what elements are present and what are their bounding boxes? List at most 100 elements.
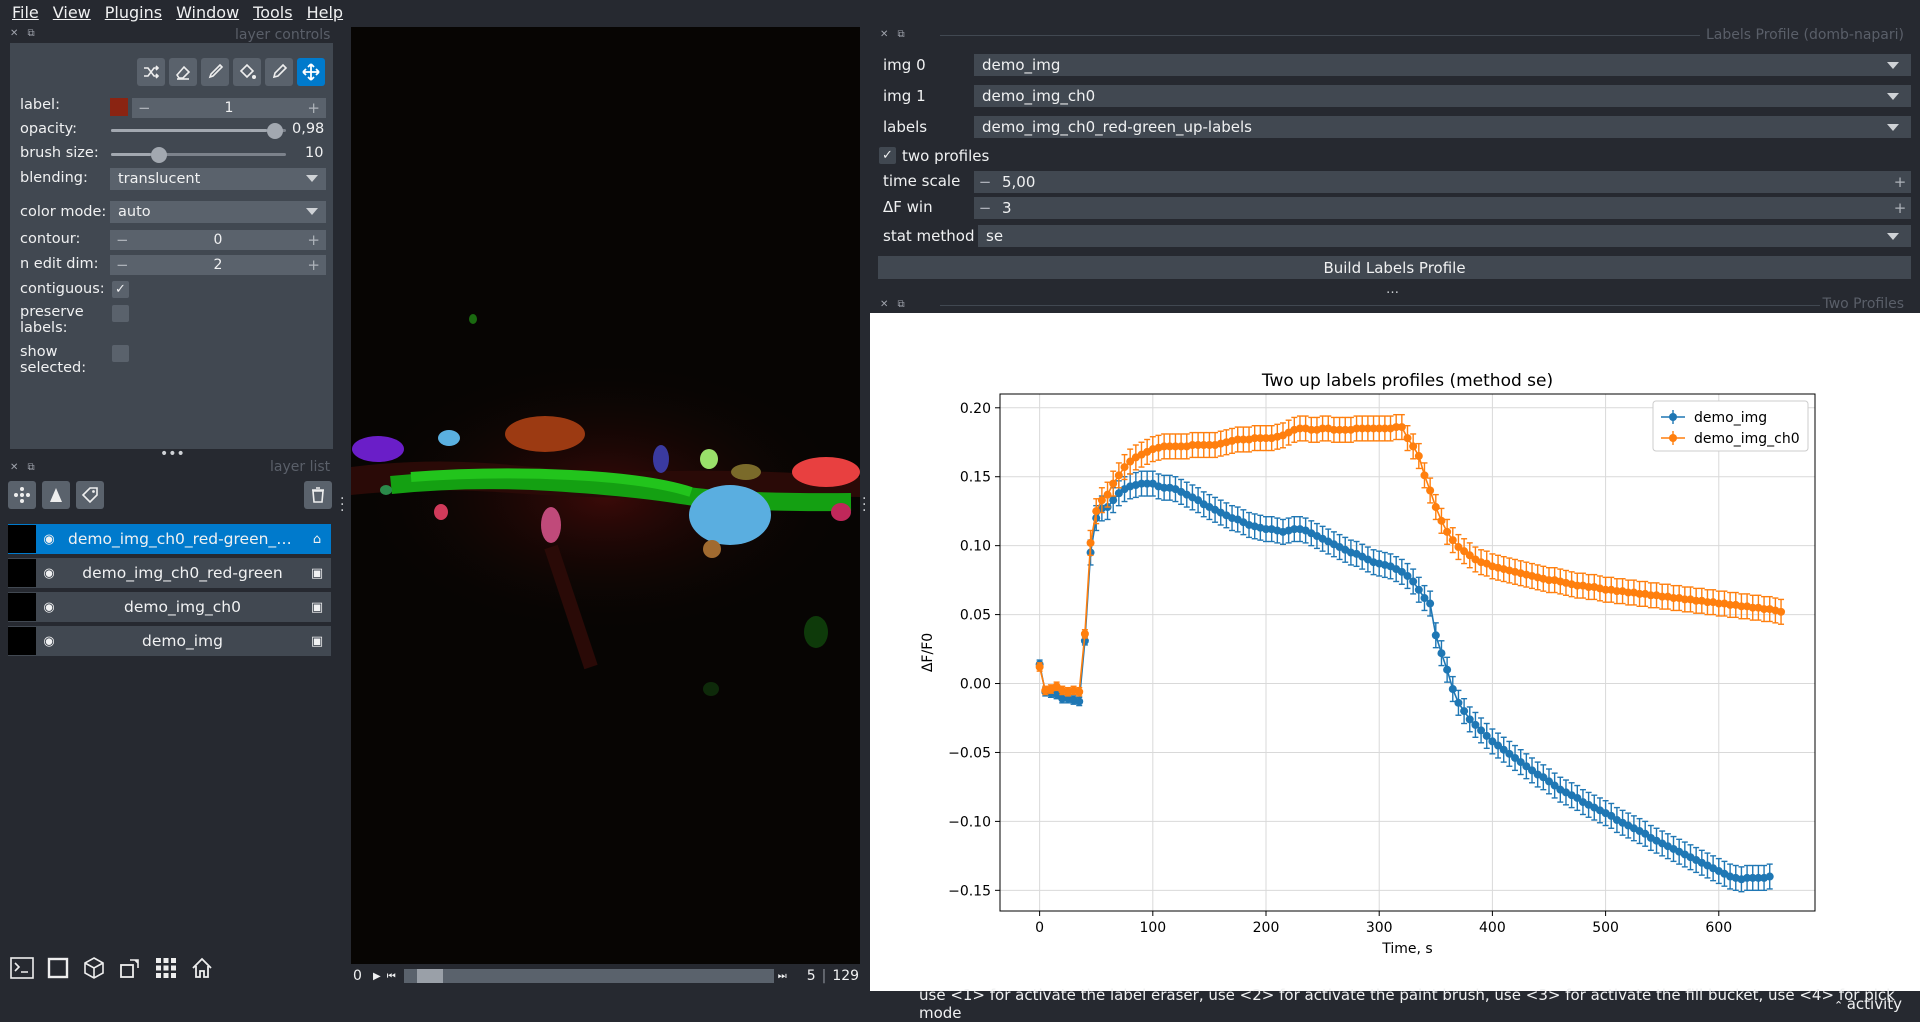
layer-item[interactable]: ◉ demo_img ▣ (8, 626, 331, 656)
color-picker-button[interactable] (265, 58, 293, 86)
minus-icon[interactable]: − (116, 256, 129, 274)
dock-buttons[interactable]: ✕ ⧉ (10, 28, 38, 39)
x-axis-label: Time, s (1381, 941, 1432, 957)
blending-combo[interactable]: translucent (110, 168, 326, 190)
n-edit-dim-spinbox[interactable]: − 2 + (110, 255, 326, 275)
fill-bucket-button[interactable] (233, 58, 261, 86)
img0-combo[interactable]: demo_img (974, 54, 1911, 76)
stat-method-combo[interactable]: se (978, 225, 1911, 247)
contour-value: 0 (213, 232, 223, 248)
grid-view-button[interactable] (152, 954, 180, 982)
minus-icon[interactable]: − (978, 199, 992, 217)
plus-icon[interactable]: + (1893, 199, 1907, 217)
opacity-slider[interactable] (111, 123, 286, 139)
minus-icon[interactable]: − (116, 231, 129, 249)
label-color-swatch[interactable] (110, 98, 128, 116)
data-point (1205, 441, 1214, 450)
brush-size-label: brush size: (20, 145, 99, 161)
data-point (1437, 516, 1446, 525)
menu-file[interactable]: File (12, 2, 39, 22)
left-splitter[interactable]: · · · (340, 491, 345, 519)
slider-handle[interactable] (150, 147, 167, 163)
layer-item[interactable]: ◉ demo_img_ch0 ▣ (8, 592, 331, 622)
menu-help[interactable]: Help (306, 2, 344, 22)
menu-tools[interactable]: Tools (253, 2, 293, 22)
two-profiles-checkbox[interactable]: ✓ (879, 147, 896, 164)
contiguous-checkbox[interactable]: ✓ (112, 281, 129, 298)
right-splitter[interactable]: · · · (862, 491, 867, 519)
new-labels-button[interactable] (76, 481, 104, 509)
label-spinbox[interactable]: − 1 + (132, 98, 326, 118)
layer-name[interactable]: demo_img_ch0_red-green (82, 564, 283, 582)
step-forward-icon[interactable]: ⏭ (777, 970, 787, 982)
eraser-button[interactable] (169, 58, 197, 86)
data-point (1392, 423, 1401, 432)
data-point (1177, 442, 1186, 451)
menu-view[interactable]: View (52, 2, 91, 22)
visibility-eye-icon[interactable]: ◉ (43, 599, 55, 615)
menu-plugins[interactable]: Plugins (104, 2, 163, 22)
color-mode-combo[interactable]: auto (110, 201, 326, 223)
plus-icon[interactable]: + (307, 256, 320, 274)
dfwin-spinbox[interactable]: − 3 + (974, 197, 1911, 219)
layer-item[interactable]: ◉ demo_img_ch0_red-green_up… ⌂ (8, 524, 331, 554)
dims-slider-thumb[interactable] (417, 969, 444, 983)
layer-item[interactable]: ◉ demo_img_ch0_red-green ▣ (8, 558, 331, 588)
paint-brush-button[interactable] (201, 58, 229, 86)
new-points-button[interactable] (8, 481, 36, 509)
minus-icon[interactable]: − (978, 173, 992, 191)
plus-icon[interactable]: + (1893, 173, 1907, 191)
visibility-eye-icon[interactable]: ◉ (43, 565, 55, 581)
home-button[interactable] (188, 954, 216, 982)
build-labels-profile-button[interactable]: Build Labels Profile (878, 256, 1911, 279)
menu-window[interactable]: Window (176, 2, 240, 22)
step-back-icon[interactable]: ⏮ (386, 970, 396, 982)
layer-name[interactable]: demo_img_ch0 (124, 598, 241, 616)
time-scale-spinbox[interactable]: − 5,00 + (974, 171, 1911, 193)
layer-thumbnail (8, 525, 36, 553)
visibility-eye-icon[interactable]: ◉ (43, 633, 55, 649)
dock-buttons[interactable]: ✕ ⧉ (880, 29, 908, 40)
plus-icon[interactable]: + (307, 99, 320, 117)
data-point (1646, 591, 1655, 600)
minus-icon[interactable]: − (138, 99, 151, 117)
visibility-eye-icon[interactable]: ◉ (43, 531, 55, 547)
slider-handle[interactable] (266, 123, 283, 139)
img1-combo[interactable]: demo_img_ch0 (974, 85, 1911, 107)
shuffle-colors-button[interactable] (137, 58, 165, 86)
splitter-handle[interactable]: … (1386, 282, 1399, 297)
layer-name[interactable]: demo_img_ch0_red-green_up… (68, 530, 303, 548)
splitter-handle[interactable]: ••• (160, 446, 185, 462)
data-point (1199, 441, 1208, 450)
plot-canvas[interactable]: 0 100 200 300 400 500 600 −0.15 −0.10 −0.05 0.00 0.… (870, 313, 1920, 991)
data-point (1358, 424, 1367, 433)
n-edit-dim-value: 2 (213, 257, 223, 273)
dims-slider[interactable] (403, 969, 774, 983)
chevron-down-icon (1887, 233, 1899, 240)
delete-layer-button[interactable] (304, 481, 332, 509)
pan-zoom-button[interactable] (297, 58, 325, 86)
dock-buttons[interactable]: ✕ ⧉ (10, 462, 38, 473)
ndisplay-button[interactable] (44, 954, 72, 982)
preserve-labels-checkbox[interactable] (112, 305, 129, 322)
roll-dims-button[interactable] (80, 954, 108, 982)
viewer-buttons (8, 954, 216, 982)
layer-name[interactable]: demo_img (142, 632, 223, 650)
brush-size-slider[interactable] (111, 147, 286, 163)
play-icon[interactable]: ▶ (373, 970, 381, 982)
transpose-button[interactable] (116, 954, 144, 982)
x-tick-label: 400 (1479, 920, 1506, 936)
activity-button[interactable]: ⌃ activity (1834, 995, 1902, 1013)
contour-spinbox[interactable]: − 0 + (110, 230, 326, 250)
dock-buttons[interactable]: ✕ ⧉ (880, 299, 908, 310)
console-button[interactable] (8, 954, 36, 982)
plus-icon[interactable]: + (307, 231, 320, 249)
fill-bucket-icon (239, 63, 256, 79)
show-selected-checkbox[interactable] (112, 345, 129, 362)
data-point (1403, 434, 1412, 443)
data-point (1573, 581, 1582, 590)
labels-combo[interactable]: demo_img_ch0_red-green_up-labels (974, 116, 1911, 138)
x-tick-label: 0 (1035, 920, 1044, 936)
image-canvas[interactable] (351, 27, 860, 964)
new-shapes-button[interactable] (42, 481, 70, 509)
